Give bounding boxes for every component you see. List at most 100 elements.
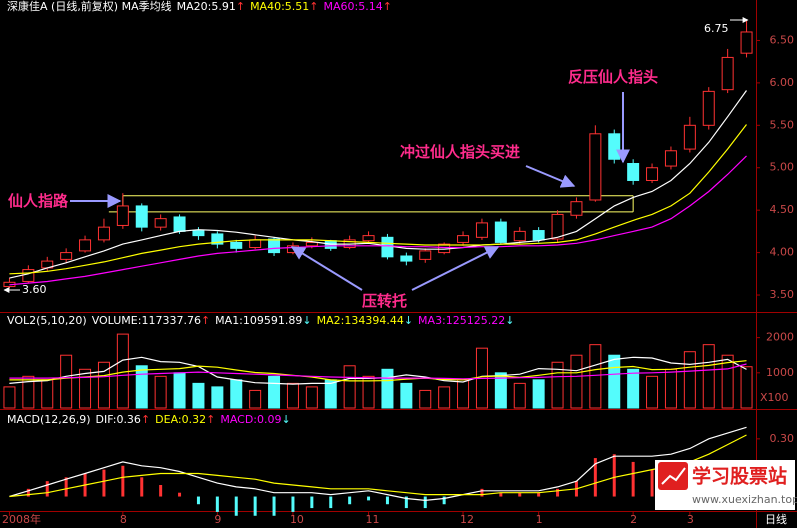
header-item: MACD(12,26,9): [7, 413, 91, 426]
volume-bar: [22, 375, 35, 409]
volume-bar: [343, 365, 356, 409]
volume-bar: [135, 365, 148, 409]
y-tick-label: 5.00: [770, 161, 795, 174]
volume-bar: [305, 386, 318, 409]
arrow: [411, 246, 500, 291]
y-tick-label: 0.30: [770, 432, 795, 445]
watermark-title: 学习股票站: [692, 465, 787, 488]
x-tick-label: 12: [460, 513, 474, 526]
x-tick-label: 2008年: [2, 512, 41, 526]
volume-bar: [230, 379, 243, 409]
candle-body: [494, 221, 507, 243]
x-tick-label: 1: [536, 513, 543, 526]
volume-bar: [683, 351, 696, 409]
volume-bar: [702, 344, 715, 409]
volume-bar: [664, 368, 677, 409]
volume-bar: [116, 333, 129, 409]
panel-header: MACD(12,26,9) DIF:0.36↑ DEA:0.32↑ MACD:0.09…: [7, 413, 291, 426]
header-item: ↓: [505, 314, 514, 327]
ma-line: [9, 124, 747, 275]
y-tick-label: 4.00: [770, 246, 795, 259]
candle-body: [646, 167, 659, 181]
volume-bar: [589, 344, 602, 409]
volume-bar: [249, 389, 262, 409]
volume-bar: [362, 375, 375, 409]
candle-body: [683, 124, 696, 150]
x-tick-label: 2: [630, 513, 637, 526]
volume-bar: [324, 379, 337, 409]
watermark-url: www.xuexizhan.top: [692, 493, 797, 506]
candle-body: [211, 233, 224, 245]
volume-bar: [60, 354, 73, 409]
header-item: ↑: [201, 314, 210, 327]
candle-body: [381, 236, 394, 258]
volume-bar: [400, 382, 413, 409]
volume-bar: [627, 368, 640, 409]
header-item: ↑: [141, 413, 150, 426]
ma-line: [9, 434, 747, 498]
volume-bar: [286, 382, 299, 409]
x-tick-label: 10: [290, 513, 304, 526]
candle-body: [664, 150, 677, 167]
header-item: ↓: [302, 314, 311, 327]
volume-bar: [608, 354, 621, 409]
volume-bar: [192, 382, 205, 409]
low-label: 3.60: [22, 283, 47, 296]
y-tick-label: 6.00: [770, 76, 795, 89]
candle-body: [627, 163, 640, 181]
volume-bar: [41, 379, 54, 409]
candle-body: [740, 31, 753, 54]
header-item: 深康佳A (日线,前复权) MA季均线: [7, 0, 172, 13]
volume-bar: [532, 379, 545, 409]
header-item: MA1:109591.89: [215, 314, 302, 327]
watermark-icon-line: [661, 467, 686, 485]
annotation: 反压仙人指头: [568, 68, 658, 86]
volume-bar: [211, 386, 224, 409]
annotation: 压转托: [362, 292, 407, 310]
candle-body: [513, 230, 526, 242]
header-item: VOLUME:117337.76: [92, 314, 201, 327]
y-tick-label: 1000: [766, 366, 794, 379]
volume-bar: [457, 379, 470, 409]
y-tick-label: 4.50: [770, 203, 795, 216]
ma-line: [9, 363, 747, 380]
candle-body: [249, 239, 262, 249]
ma-line: [9, 426, 747, 502]
ma-line: [9, 155, 747, 286]
ma-line: [9, 360, 747, 382]
volume-bar: [268, 375, 281, 409]
volume-bar: [419, 389, 432, 409]
candle-body: [532, 230, 545, 241]
header-item: ↑: [236, 0, 245, 13]
x-tick-label: 11: [366, 513, 380, 526]
volume-bar: [570, 354, 583, 409]
candle-body: [608, 133, 621, 160]
panel-header: VOL2(5,10,20) VOLUME:117337.76↑ MA1:109591…: [7, 314, 514, 327]
arrow: [290, 246, 363, 291]
ma-line: [9, 90, 747, 279]
header-item: MA20:5.91: [177, 0, 236, 13]
panel-header: 深康佳A (日线,前复权) MA季均线 MA20:5.91↑ MA40:5.51↑ M…: [7, 0, 392, 13]
header-item: MA40:5.51: [250, 0, 309, 13]
header-item: VOL2(5,10,20): [7, 314, 87, 327]
arrow: [525, 165, 576, 188]
volume-bar: [154, 375, 167, 409]
candle-body: [475, 222, 488, 238]
candle-body: [551, 213, 564, 240]
y-tick-label: 6.50: [770, 33, 795, 46]
volume-bar: [721, 354, 734, 409]
volume-bar: [551, 361, 564, 409]
candle-body: [457, 235, 470, 243]
watermark: 学习股票站 www.xuexizhan.top: [655, 460, 797, 510]
header-item: ↑: [206, 413, 215, 426]
annotation-arrows: [3, 17, 749, 293]
volume-bar: [97, 361, 110, 409]
candle-body: [173, 216, 186, 232]
candle-body: [192, 230, 205, 237]
candle-body: [135, 205, 148, 228]
candle-body: [589, 133, 602, 201]
candle-body: [268, 238, 281, 254]
